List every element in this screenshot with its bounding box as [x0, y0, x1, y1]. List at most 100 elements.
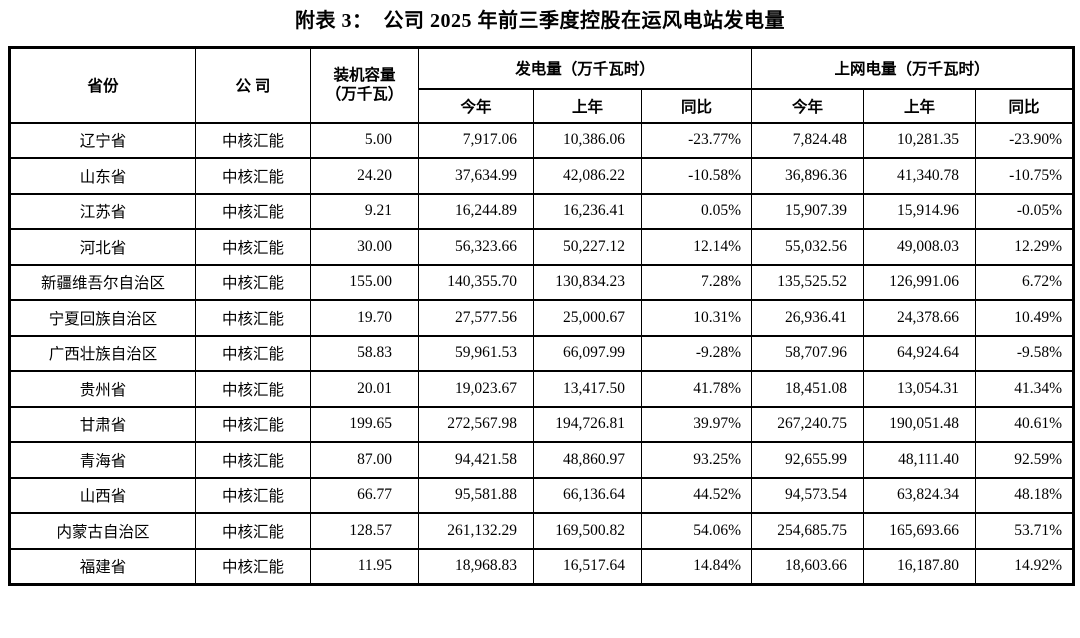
ongrid-last-year-cell: 190,051.48: [863, 405, 977, 443]
table-body: 辽宁省 中核汇能 5.00 7,917.06 10,386.06 -23.77% 7,824…: [9, 121, 1075, 585]
header-gen-this-year: 今年: [418, 87, 534, 124]
ongrid-this-year-cell: 26,936.41: [751, 299, 865, 337]
ongrid-yoy-cell: 41.34%: [975, 370, 1075, 408]
capacity-cell: 9.21: [310, 192, 419, 230]
company-cell: 中核汇能: [195, 228, 311, 266]
gen-last-year-cell: 42,086.22: [533, 157, 642, 195]
province-cell: 福建省: [9, 547, 196, 585]
gen-this-year-cell: 56,323.66: [418, 228, 534, 266]
gen-last-year-cell: 10,386.06: [533, 121, 642, 159]
gen-last-year-cell: 66,136.64: [533, 476, 642, 514]
province-cell: 山东省: [9, 157, 196, 195]
company-cell: 中核汇能: [195, 370, 311, 408]
table-row: 宁夏回族自治区 中核汇能 19.70 27,577.56 25,000.67 10.31%…: [9, 299, 1075, 337]
province-cell: 贵州省: [9, 370, 196, 408]
ongrid-this-year-cell: 267,240.75: [751, 405, 865, 443]
header-generation-group: 发电量（万千瓦时）: [417, 46, 753, 90]
capacity-cell: 11.95: [310, 547, 419, 585]
gen-this-year-cell: 95,581.88: [418, 476, 534, 514]
header-ongrid-this-year: 今年: [751, 87, 865, 124]
ongrid-yoy-cell: 53.71%: [975, 512, 1075, 550]
ongrid-this-year-cell: 18,603.66: [751, 547, 865, 585]
company-cell: 中核汇能: [195, 405, 311, 443]
gen-last-year-cell: 169,500.82: [533, 512, 642, 550]
province-cell: 内蒙古自治区: [9, 512, 196, 550]
ongrid-yoy-cell: -9.58%: [975, 334, 1075, 372]
company-cell: 中核汇能: [195, 263, 311, 301]
table-row: 甘肃省 中核汇能 199.65 272,567.98 194,726.81 39.97% 2…: [9, 405, 1075, 443]
gen-last-year-cell: 25,000.67: [533, 299, 642, 337]
wind-power-table: 省份 公 司 装机容量 （万千瓦） 发电量（万千瓦时） 上网电量（万千瓦时） 今…: [8, 46, 1076, 586]
page-title: 附表 3： 公司 2025 年前三季度控股在运风电站发电量: [295, 10, 785, 32]
province-cell: 山西省: [9, 476, 196, 514]
gen-this-year-cell: 140,355.70: [418, 263, 534, 301]
gen-this-year-cell: 59,961.53: [418, 334, 534, 372]
gen-last-year-cell: 66,097.99: [533, 334, 642, 372]
gen-last-year-cell: 16,236.41: [533, 192, 642, 230]
capacity-cell: 5.00: [310, 121, 419, 159]
ongrid-last-year-cell: 64,924.64: [863, 334, 977, 372]
ongrid-yoy-cell: -0.05%: [975, 192, 1075, 230]
capacity-cell: 199.65: [310, 405, 419, 443]
gen-last-year-cell: 16,517.64: [533, 547, 642, 585]
ongrid-yoy-cell: -10.75%: [975, 157, 1075, 195]
ongrid-last-year-cell: 49,008.03: [863, 228, 977, 266]
ongrid-last-year-cell: 13,054.31: [863, 370, 977, 408]
gen-yoy-cell: 39.97%: [640, 405, 753, 443]
header-company: 公 司: [195, 46, 311, 124]
ongrid-last-year-cell: 41,340.78: [863, 157, 977, 195]
ongrid-this-year-cell: 7,824.48: [751, 121, 865, 159]
ongrid-last-year-cell: 16,187.80: [863, 547, 977, 585]
gen-yoy-cell: 44.52%: [640, 476, 753, 514]
ongrid-last-year-cell: 10,281.35: [863, 121, 977, 159]
table-row: 新疆维吾尔自治区 中核汇能 155.00 140,355.70 130,834.23 7.…: [9, 263, 1075, 301]
capacity-cell: 30.00: [310, 228, 419, 266]
capacity-cell: 24.20: [310, 157, 419, 195]
ongrid-yoy-cell: 92.59%: [975, 441, 1075, 479]
company-cell: 中核汇能: [195, 441, 311, 479]
company-cell: 中核汇能: [195, 157, 311, 195]
capacity-cell: 19.70: [310, 299, 419, 337]
gen-this-year-cell: 7,917.06: [418, 121, 534, 159]
table-row: 广西壮族自治区 中核汇能 58.83 59,961.53 66,097.99 -9.28%…: [9, 334, 1075, 372]
ongrid-this-year-cell: 18,451.08: [751, 370, 865, 408]
table-row: 山东省 中核汇能 24.20 37,634.99 42,086.22 -10.58% 36,…: [9, 157, 1075, 195]
ongrid-this-year-cell: 92,655.99: [751, 441, 865, 479]
gen-last-year-cell: 130,834.23: [533, 263, 642, 301]
table-row: 福建省 中核汇能 11.95 18,968.83 16,517.64 14.84% 18,6…: [9, 547, 1075, 585]
ongrid-this-year-cell: 55,032.56: [751, 228, 865, 266]
ongrid-this-year-cell: 15,907.39: [751, 192, 865, 230]
gen-this-year-cell: 272,567.98: [418, 405, 534, 443]
capacity-cell: 155.00: [310, 263, 419, 301]
header-ongrid-yoy: 同比: [975, 87, 1075, 124]
capacity-cell: 66.77: [310, 476, 419, 514]
ongrid-last-year-cell: 165,693.66: [863, 512, 977, 550]
table-row: 山西省 中核汇能 66.77 95,581.88 66,136.64 44.52% 94,5…: [9, 476, 1075, 514]
gen-last-year-cell: 194,726.81: [533, 405, 642, 443]
company-cell: 中核汇能: [195, 512, 311, 550]
ongrid-this-year-cell: 58,707.96: [751, 334, 865, 372]
province-cell: 辽宁省: [9, 121, 196, 159]
capacity-cell: 128.57: [310, 512, 419, 550]
gen-this-year-cell: 94,421.58: [418, 441, 534, 479]
gen-yoy-cell: 54.06%: [640, 512, 753, 550]
header-gen-yoy: 同比: [640, 87, 753, 124]
table-row: 内蒙古自治区 中核汇能 128.57 261,132.29 169,500.82 54.0…: [9, 512, 1075, 550]
ongrid-last-year-cell: 126,991.06: [863, 263, 977, 301]
gen-yoy-cell: -9.28%: [640, 334, 753, 372]
province-cell: 江苏省: [9, 192, 196, 230]
company-cell: 中核汇能: [195, 299, 311, 337]
gen-last-year-cell: 48,860.97: [533, 441, 642, 479]
gen-yoy-cell: -23.77%: [640, 121, 753, 159]
ongrid-yoy-cell: 12.29%: [975, 228, 1075, 266]
header-gen-last-year: 上年: [533, 87, 642, 124]
province-cell: 甘肃省: [9, 405, 196, 443]
table-header: 省份 公 司 装机容量 （万千瓦） 发电量（万千瓦时） 上网电量（万千瓦时） 今…: [9, 46, 1075, 124]
table-row: 贵州省 中核汇能 20.01 19,023.67 13,417.50 41.78% 18,4…: [9, 370, 1075, 408]
ongrid-last-year-cell: 15,914.96: [863, 192, 977, 230]
province-cell: 新疆维吾尔自治区: [9, 263, 196, 301]
company-cell: 中核汇能: [195, 547, 311, 585]
gen-this-year-cell: 16,244.89: [418, 192, 534, 230]
ongrid-last-year-cell: 24,378.66: [863, 299, 977, 337]
ongrid-yoy-cell: 40.61%: [975, 405, 1075, 443]
